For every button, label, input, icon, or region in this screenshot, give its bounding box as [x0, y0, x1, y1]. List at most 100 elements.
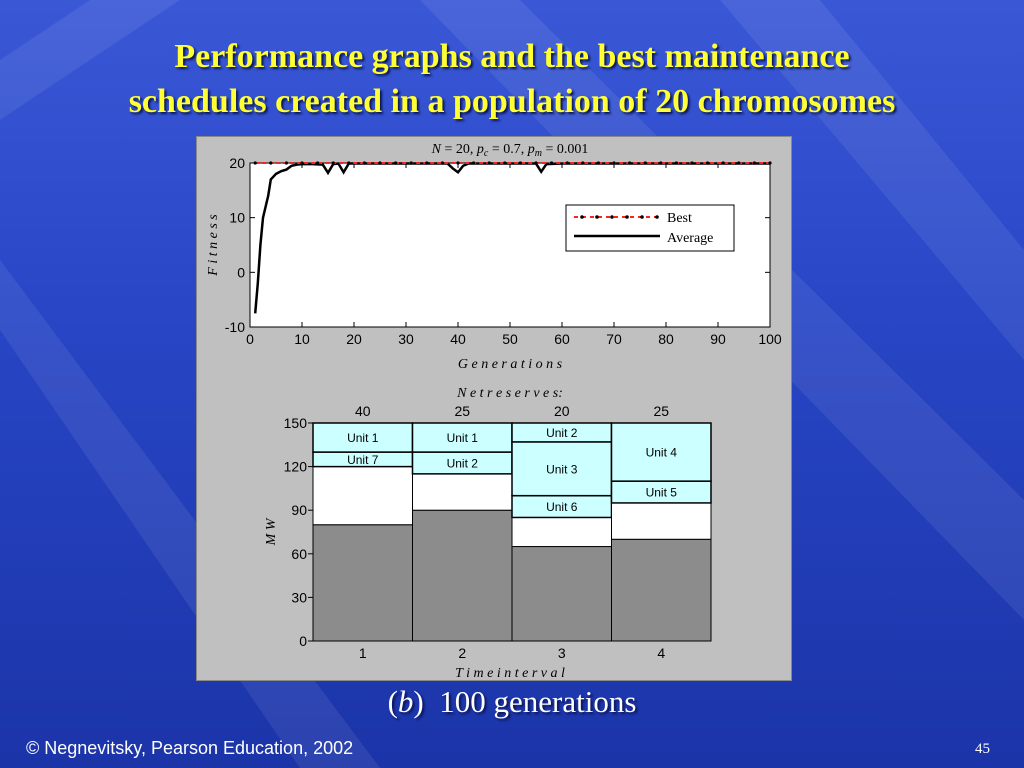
unit-label: Unit 5 [646, 486, 678, 500]
net-reserve-value: 20 [554, 403, 570, 419]
best-fitness-point [550, 161, 554, 165]
y-tick-label: 20 [229, 155, 245, 171]
caption-close: ) [413, 684, 424, 719]
base-load-bar [312, 524, 413, 642]
net-reserve-value: 25 [653, 403, 669, 419]
best-fitness-point [472, 161, 476, 165]
unit-segment [312, 422, 414, 453]
copyright-footer: © Negnevitsky, Pearson Education, 2002 [26, 738, 354, 758]
best-fitness-point [518, 161, 522, 165]
legend-best-dot [625, 215, 629, 219]
x-tick-label: 50 [502, 331, 518, 347]
fitness-legend: Best Average [565, 204, 735, 252]
best-fitness-point [721, 161, 725, 165]
x-tick-label: 20 [346, 331, 362, 347]
y-tick-label: 10 [229, 210, 245, 226]
legend-best-dot [610, 215, 614, 219]
net-reserve-bar [312, 466, 413, 526]
best-fitness-point [737, 161, 741, 165]
y-tick-label: 0 [237, 264, 245, 280]
best-fitness-point [581, 161, 585, 165]
best-fitness-point [612, 161, 616, 165]
unit-label: Unit 2 [447, 456, 479, 470]
best-fitness-point [503, 161, 507, 165]
base-load-bar [412, 509, 513, 642]
x-tick-label: 90 [710, 331, 726, 347]
mw-tick-label: 30 [291, 589, 307, 605]
schedule-chart: N e t r e s e r v e s: 40 25 20 25 Unit 7Un… [264, 386, 712, 680]
figure-panel: N = 20, pc = 0.7, pm = 0.001 0 10 20 30 40 50… [196, 136, 792, 681]
best-fitness-point [378, 161, 382, 165]
x-tick-label: 100 [758, 331, 782, 347]
unit-label: Unit 1 [347, 431, 379, 445]
y-tick-label: -10 [225, 319, 245, 335]
time-interval-label: 1 [359, 645, 367, 661]
time-interval-label: 4 [657, 645, 665, 661]
caption-letter: b [397, 684, 414, 719]
net-reserve-value: 40 [355, 403, 371, 419]
best-fitness-point [362, 161, 366, 165]
caption-open: ( [387, 684, 398, 719]
fitness-x-axis-label: G e n e r a t i o n s [458, 357, 563, 372]
x-tick-label: 10 [294, 331, 310, 347]
unit-label: Unit 4 [646, 446, 678, 460]
unit-segment [511, 441, 613, 497]
best-fitness-point [394, 161, 398, 165]
net-reserve-bar [412, 473, 513, 511]
x-tick-label: 80 [658, 331, 674, 347]
time-interval-label: 3 [558, 645, 566, 661]
best-fitness-point [565, 161, 569, 165]
net-reserve-value: 25 [454, 403, 470, 419]
x-tick-label: 30 [398, 331, 414, 347]
best-fitness-point [284, 161, 288, 165]
mw-tick-label: 60 [291, 546, 307, 562]
best-fitness-point [269, 161, 273, 165]
best-fitness-point [643, 161, 647, 165]
best-fitness-point [628, 161, 632, 165]
slide-title: Performance graphs and the best maintena… [0, 34, 1024, 124]
mw-tick-label: 90 [291, 502, 307, 518]
slide-title-line-1: Performance graphs and the best maintena… [174, 38, 850, 75]
best-fitness-point [440, 161, 444, 165]
base-load-bar [611, 538, 712, 642]
x-tick-label: 70 [606, 331, 622, 347]
best-fitness-point [347, 161, 351, 165]
x-tick-label: 40 [450, 331, 466, 347]
best-fitness-point [300, 161, 304, 165]
unit-label: Unit 3 [546, 462, 578, 476]
legend-best-dot [595, 215, 599, 219]
fitness-chart: N = 20, pc = 0.7, pm = 0.001 0 10 20 30 40 50… [206, 142, 782, 372]
best-fitness-point [409, 161, 413, 165]
mw-tick-label: 120 [284, 459, 308, 475]
best-fitness-point [752, 161, 757, 165]
best-fitness-point [456, 161, 460, 165]
net-reserves-title: N e t r e s e r v e s: [456, 386, 563, 401]
best-fitness-point [331, 161, 335, 165]
best-fitness-point [690, 161, 694, 165]
legend-best-label: Best [667, 211, 692, 226]
x-tick-label: 60 [554, 331, 570, 347]
best-fitness-point [659, 161, 663, 165]
legend-box [565, 204, 735, 252]
unit-label: Unit 1 [447, 431, 479, 445]
net-reserve-bar [511, 516, 612, 548]
fitness-chart-title: N = 20, pc = 0.7, pm = 0.001 [431, 142, 589, 159]
mw-tick-label: 150 [284, 415, 308, 431]
figure-caption: (b) 100 generations [0, 684, 1024, 720]
x-tick-label: 0 [246, 331, 254, 347]
figure-svg: N = 20, pc = 0.7, pm = 0.001 0 10 20 30 40 50… [206, 142, 782, 680]
unit-segment [610, 422, 712, 482]
best-fitness-point [596, 161, 600, 165]
base-load-bar [511, 546, 612, 642]
best-fitness-point [487, 161, 491, 165]
unit-label: Unit 7 [347, 453, 379, 467]
slide-title-line-2: schedules created in a population of 20 … [128, 83, 896, 120]
best-fitness-point [253, 161, 257, 165]
best-fitness-point [768, 161, 772, 165]
unit-label: Unit 2 [546, 426, 578, 440]
mw-tick-label: 0 [299, 633, 307, 649]
fitness-y-axis-label: F i t n e s s [206, 214, 221, 277]
schedule-y-axis-label: M W [264, 517, 279, 546]
page-number: 45 [975, 741, 990, 757]
legend-best-dot [580, 215, 584, 219]
